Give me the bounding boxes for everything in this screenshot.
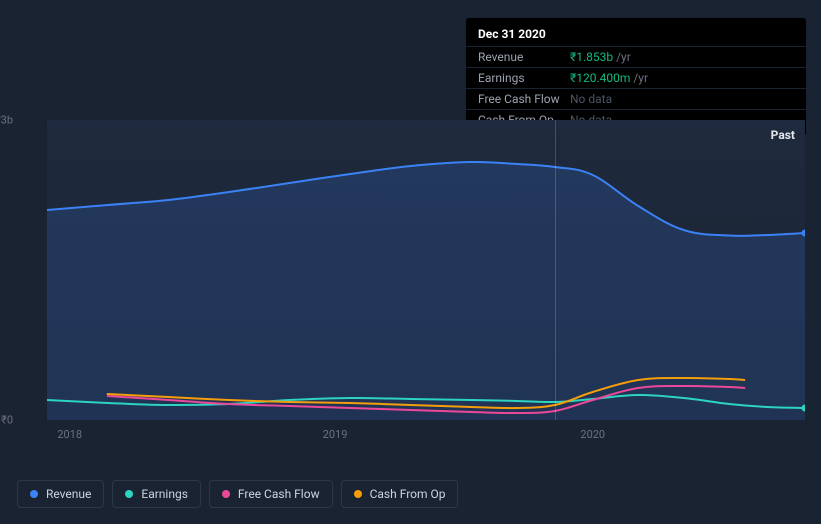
legend-item-label: Cash From Op [370, 487, 446, 501]
chart-container: ₹3b₹0 Past 201820192020 [17, 120, 805, 448]
chart-legend: Revenue Earnings Free Cash Flow Cash From O… [17, 480, 458, 508]
past-label: Past [771, 128, 795, 142]
tooltip-metric-label: Free Cash Flow [478, 92, 570, 106]
tooltip-metric-value: No data [570, 92, 612, 106]
legend-item-label: Revenue [46, 487, 91, 501]
legend-item-revenue[interactable]: Revenue [17, 480, 104, 508]
tooltip-metric-label: Revenue [478, 50, 570, 64]
x-axis-labels: 2018 2019 2020 [47, 428, 805, 448]
legend-dot-icon [222, 490, 230, 498]
x-axis-tick-label: 2019 [323, 428, 348, 441]
chart-svg [47, 120, 805, 420]
y-axis-tick-label: ₹3b [0, 114, 17, 127]
legend-dot-icon [354, 490, 362, 498]
x-axis-tick-label: 2018 [57, 428, 82, 441]
legend-item-earnings[interactable]: Earnings [112, 480, 201, 508]
tooltip-row: Revenue₹1.853b/yr [466, 46, 806, 67]
tooltip-metric-value: ₹120.400m/yr [570, 71, 648, 85]
legend-item-cfo[interactable]: Cash From Op [341, 480, 459, 508]
tooltip-date: Dec 31 2020 [466, 24, 806, 46]
hover-tooltip: Dec 31 2020 Revenue₹1.853b/yrEarnings₹12… [466, 18, 806, 136]
tooltip-metric-label: Earnings [478, 71, 570, 85]
hover-cursor-line [555, 120, 556, 420]
y-axis-tick-label: ₹0 [1, 414, 17, 427]
legend-item-fcf[interactable]: Free Cash Flow [209, 480, 333, 508]
legend-item-label: Earnings [141, 487, 188, 501]
x-axis-tick-label: 2020 [580, 428, 605, 441]
chart-plot-area[interactable]: Past [47, 120, 805, 420]
tooltip-row: Free Cash FlowNo data [466, 88, 806, 109]
tooltip-row: Earnings₹120.400m/yr [466, 67, 806, 88]
legend-item-label: Free Cash Flow [238, 487, 320, 501]
legend-dot-icon [30, 490, 38, 498]
legend-dot-icon [125, 490, 133, 498]
tooltip-metric-value: ₹1.853b/yr [570, 50, 631, 64]
